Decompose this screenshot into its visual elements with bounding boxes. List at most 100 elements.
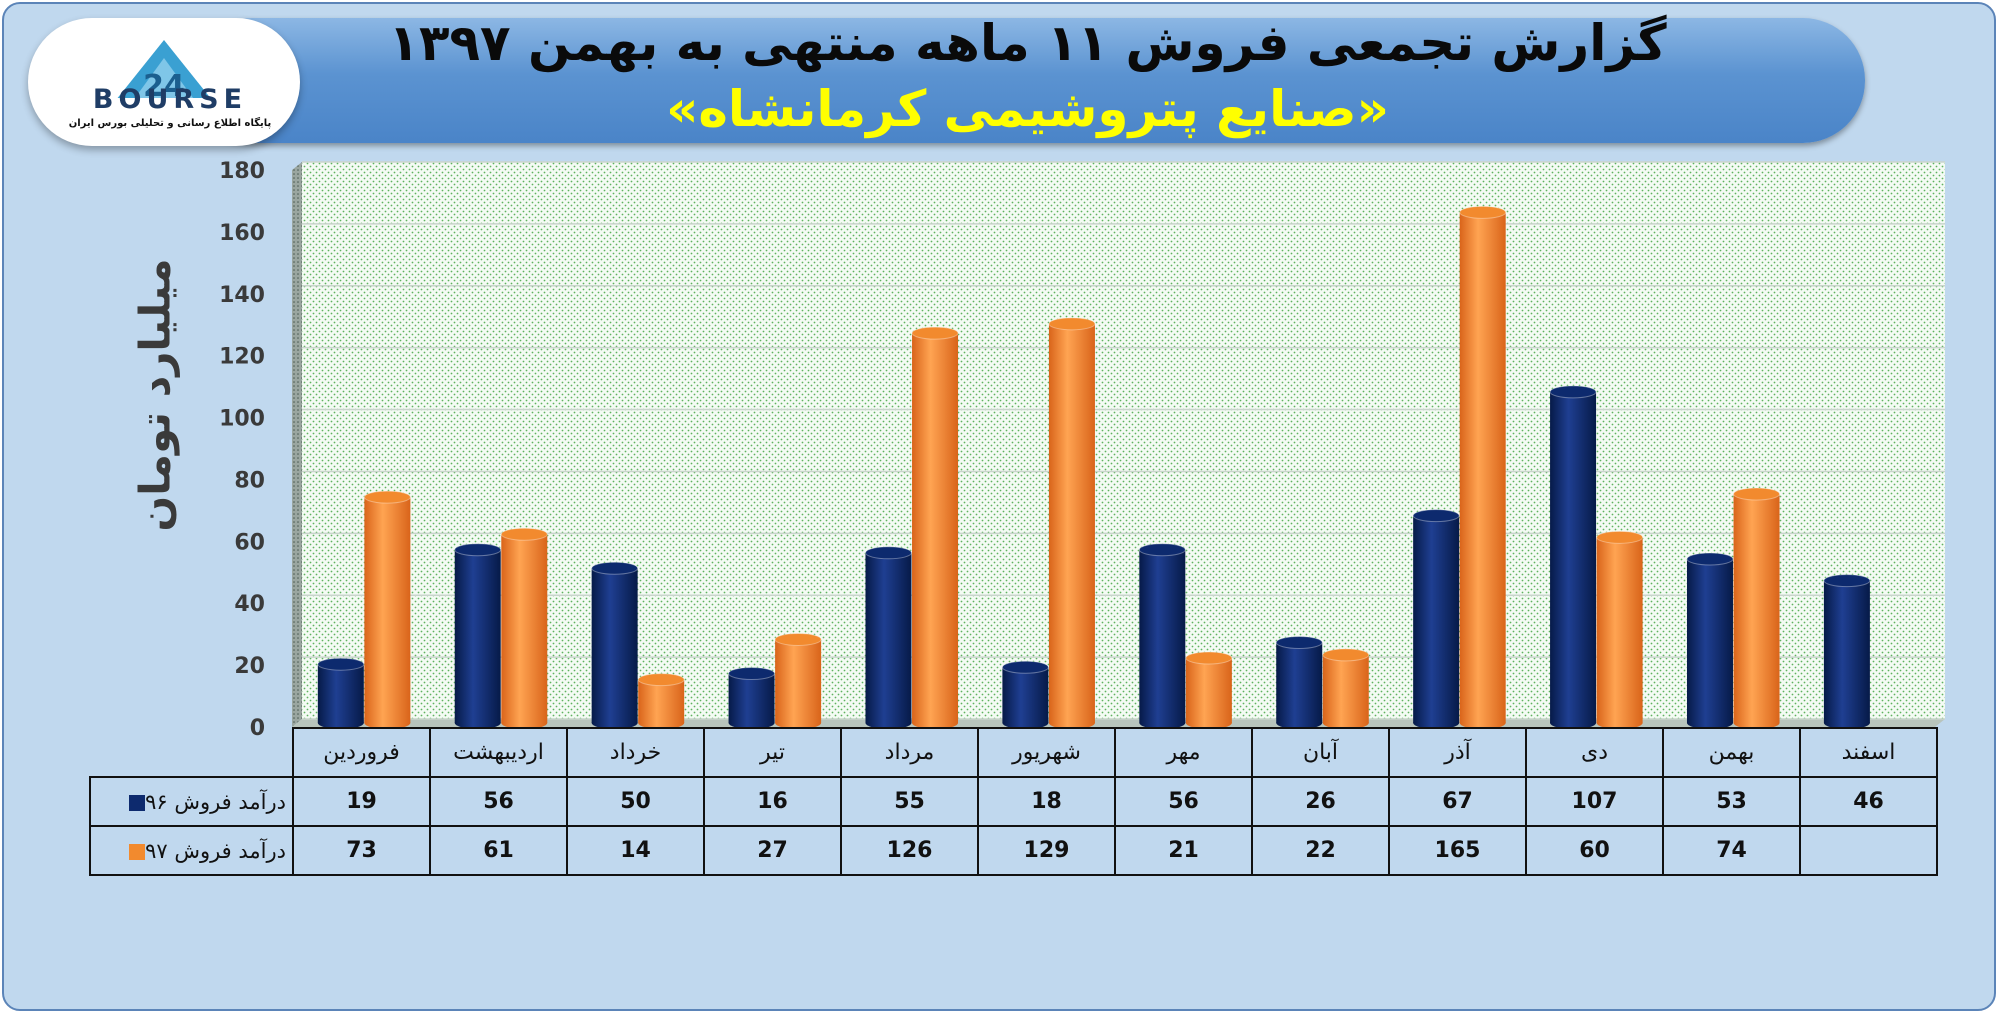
- data-label-96: 19: [292, 776, 431, 827]
- bar-base: [1139, 717, 1186, 729]
- bar-body: [501, 534, 548, 723]
- logo-tagline: پایگاه اطلاع رسانی و تحلیلی بورس ایران: [68, 118, 272, 129]
- bar-97: [363, 490, 411, 729]
- bar-base: [1596, 717, 1643, 729]
- bars: [317, 205, 1871, 729]
- data-label-96: 46: [1799, 776, 1938, 827]
- bar-top: [1686, 552, 1734, 566]
- series-96-swatch-icon: [129, 794, 146, 811]
- bar-body: [317, 664, 364, 723]
- data-label-97: 126: [840, 825, 979, 876]
- bar-base: [1733, 717, 1780, 729]
- bar-base: [1322, 717, 1369, 729]
- bar-base: [1413, 717, 1460, 729]
- legend-series-97: درآمد فروش ۹۷: [89, 825, 294, 876]
- bar-base: [1185, 717, 1232, 729]
- bar-97: [1459, 205, 1507, 729]
- data-label-97: 60: [1525, 825, 1664, 876]
- bar-top: [454, 543, 502, 557]
- legend-series-96: درآمد فروش ۹۶: [89, 776, 294, 827]
- bar-97: [1048, 317, 1096, 729]
- y-tick-label: 120: [219, 345, 265, 370]
- chart-subtitle: «صنایع پتروشیمی کرمانشاه»: [666, 80, 1389, 138]
- logo-mark-text: 24: [143, 69, 185, 98]
- bar-top: [864, 546, 912, 560]
- bar-top: [1412, 509, 1460, 523]
- bar-base: [728, 717, 775, 729]
- category-label: دی: [1525, 727, 1664, 778]
- data-label-97: 73: [292, 825, 431, 876]
- category-label: خرداد: [566, 727, 705, 778]
- bar-top: [1459, 205, 1507, 219]
- bar-96: [1138, 543, 1186, 729]
- bar-top: [591, 561, 639, 575]
- bar-top: [1596, 530, 1644, 544]
- bar-body: [1276, 642, 1323, 723]
- bar-body: [1596, 537, 1643, 723]
- bar-base: [912, 717, 959, 729]
- series-97-swatch-icon: [129, 843, 146, 860]
- plot-area: [292, 162, 1945, 727]
- chart-title: گزارش تجمعی فروش ۱۱ ماهه منتهی به بهمن ۱…: [388, 14, 1667, 72]
- bar-base: [317, 717, 364, 729]
- data-label-96: 18: [977, 776, 1116, 827]
- bar-96: [591, 561, 639, 729]
- bar-97: [1322, 648, 1370, 729]
- plot-back-wall: [302, 162, 1945, 719]
- data-label-97: 61: [429, 825, 568, 876]
- bar-top: [317, 657, 365, 671]
- bar-body: [775, 639, 822, 723]
- bar-96: [317, 657, 365, 729]
- bar-top: [1001, 660, 1049, 674]
- data-label-97: 27: [703, 825, 842, 876]
- bar-body: [638, 679, 685, 723]
- bar-top: [1322, 648, 1370, 662]
- bar-top: [1185, 651, 1233, 665]
- data-label-97: 21: [1114, 825, 1253, 876]
- bar-base: [1823, 717, 1870, 729]
- data-table: فروردین اردیبهشت خرداد تیر مرداد شهریور …: [89, 727, 1938, 876]
- logo-mark-icon: 24: [117, 40, 211, 98]
- category-row: فروردین اردیبهشت خرداد تیر مرداد شهریور …: [90, 727, 1938, 778]
- category-label: فروردین: [292, 727, 431, 778]
- bar-body: [1413, 515, 1460, 723]
- bar-body: [1550, 391, 1597, 723]
- bar-96: [728, 666, 776, 729]
- data-label-97: [1799, 825, 1938, 876]
- category-label: بهمن: [1662, 727, 1801, 778]
- category-label: شهریور: [977, 727, 1116, 778]
- y-tick-label: 160: [219, 221, 265, 246]
- data-label-96: 50: [566, 776, 705, 827]
- bar-97: [1596, 530, 1644, 729]
- plot-floor: [292, 719, 1945, 727]
- bar-96: [1001, 660, 1049, 729]
- y-tick-label: 60: [234, 530, 265, 555]
- bar-body: [454, 549, 501, 723]
- category-label: اردیبهشت: [429, 727, 568, 778]
- bar-96: [1823, 574, 1871, 729]
- series-97-row: درآمد فروش ۹۷ 73 61 14 27 126 129 21 22 …: [89, 825, 1938, 876]
- bar-96: [454, 543, 502, 729]
- bar-base: [1459, 717, 1506, 729]
- bar-body: [1686, 558, 1733, 723]
- bar-body: [912, 333, 959, 723]
- bar-body: [591, 568, 638, 723]
- data-label-96: 67: [1388, 776, 1527, 827]
- logo-wordmark: BOURSE: [92, 84, 248, 115]
- bourse-logo: 24 BOURSE پایگاه اطلاع رسانی و تحلیلی بو…: [28, 18, 300, 146]
- bar-body: [865, 552, 912, 723]
- data-label-96: 26: [1251, 776, 1390, 827]
- data-label-96: 107: [1525, 776, 1664, 827]
- bar-top: [363, 490, 411, 504]
- bar-base: [1048, 717, 1095, 729]
- bar-top: [1048, 317, 1096, 331]
- bar-base: [1276, 717, 1323, 729]
- series-96-name: درآمد فروش ۹۶: [145, 789, 286, 814]
- bar-top: [1823, 574, 1871, 588]
- data-label-96: 56: [429, 776, 568, 827]
- category-label: مهر: [1114, 727, 1253, 778]
- series-97-name: درآمد فروش ۹۷: [145, 838, 286, 863]
- bar-96: [864, 546, 912, 729]
- bar-base: [638, 717, 685, 729]
- gridlines: [302, 161, 1945, 720]
